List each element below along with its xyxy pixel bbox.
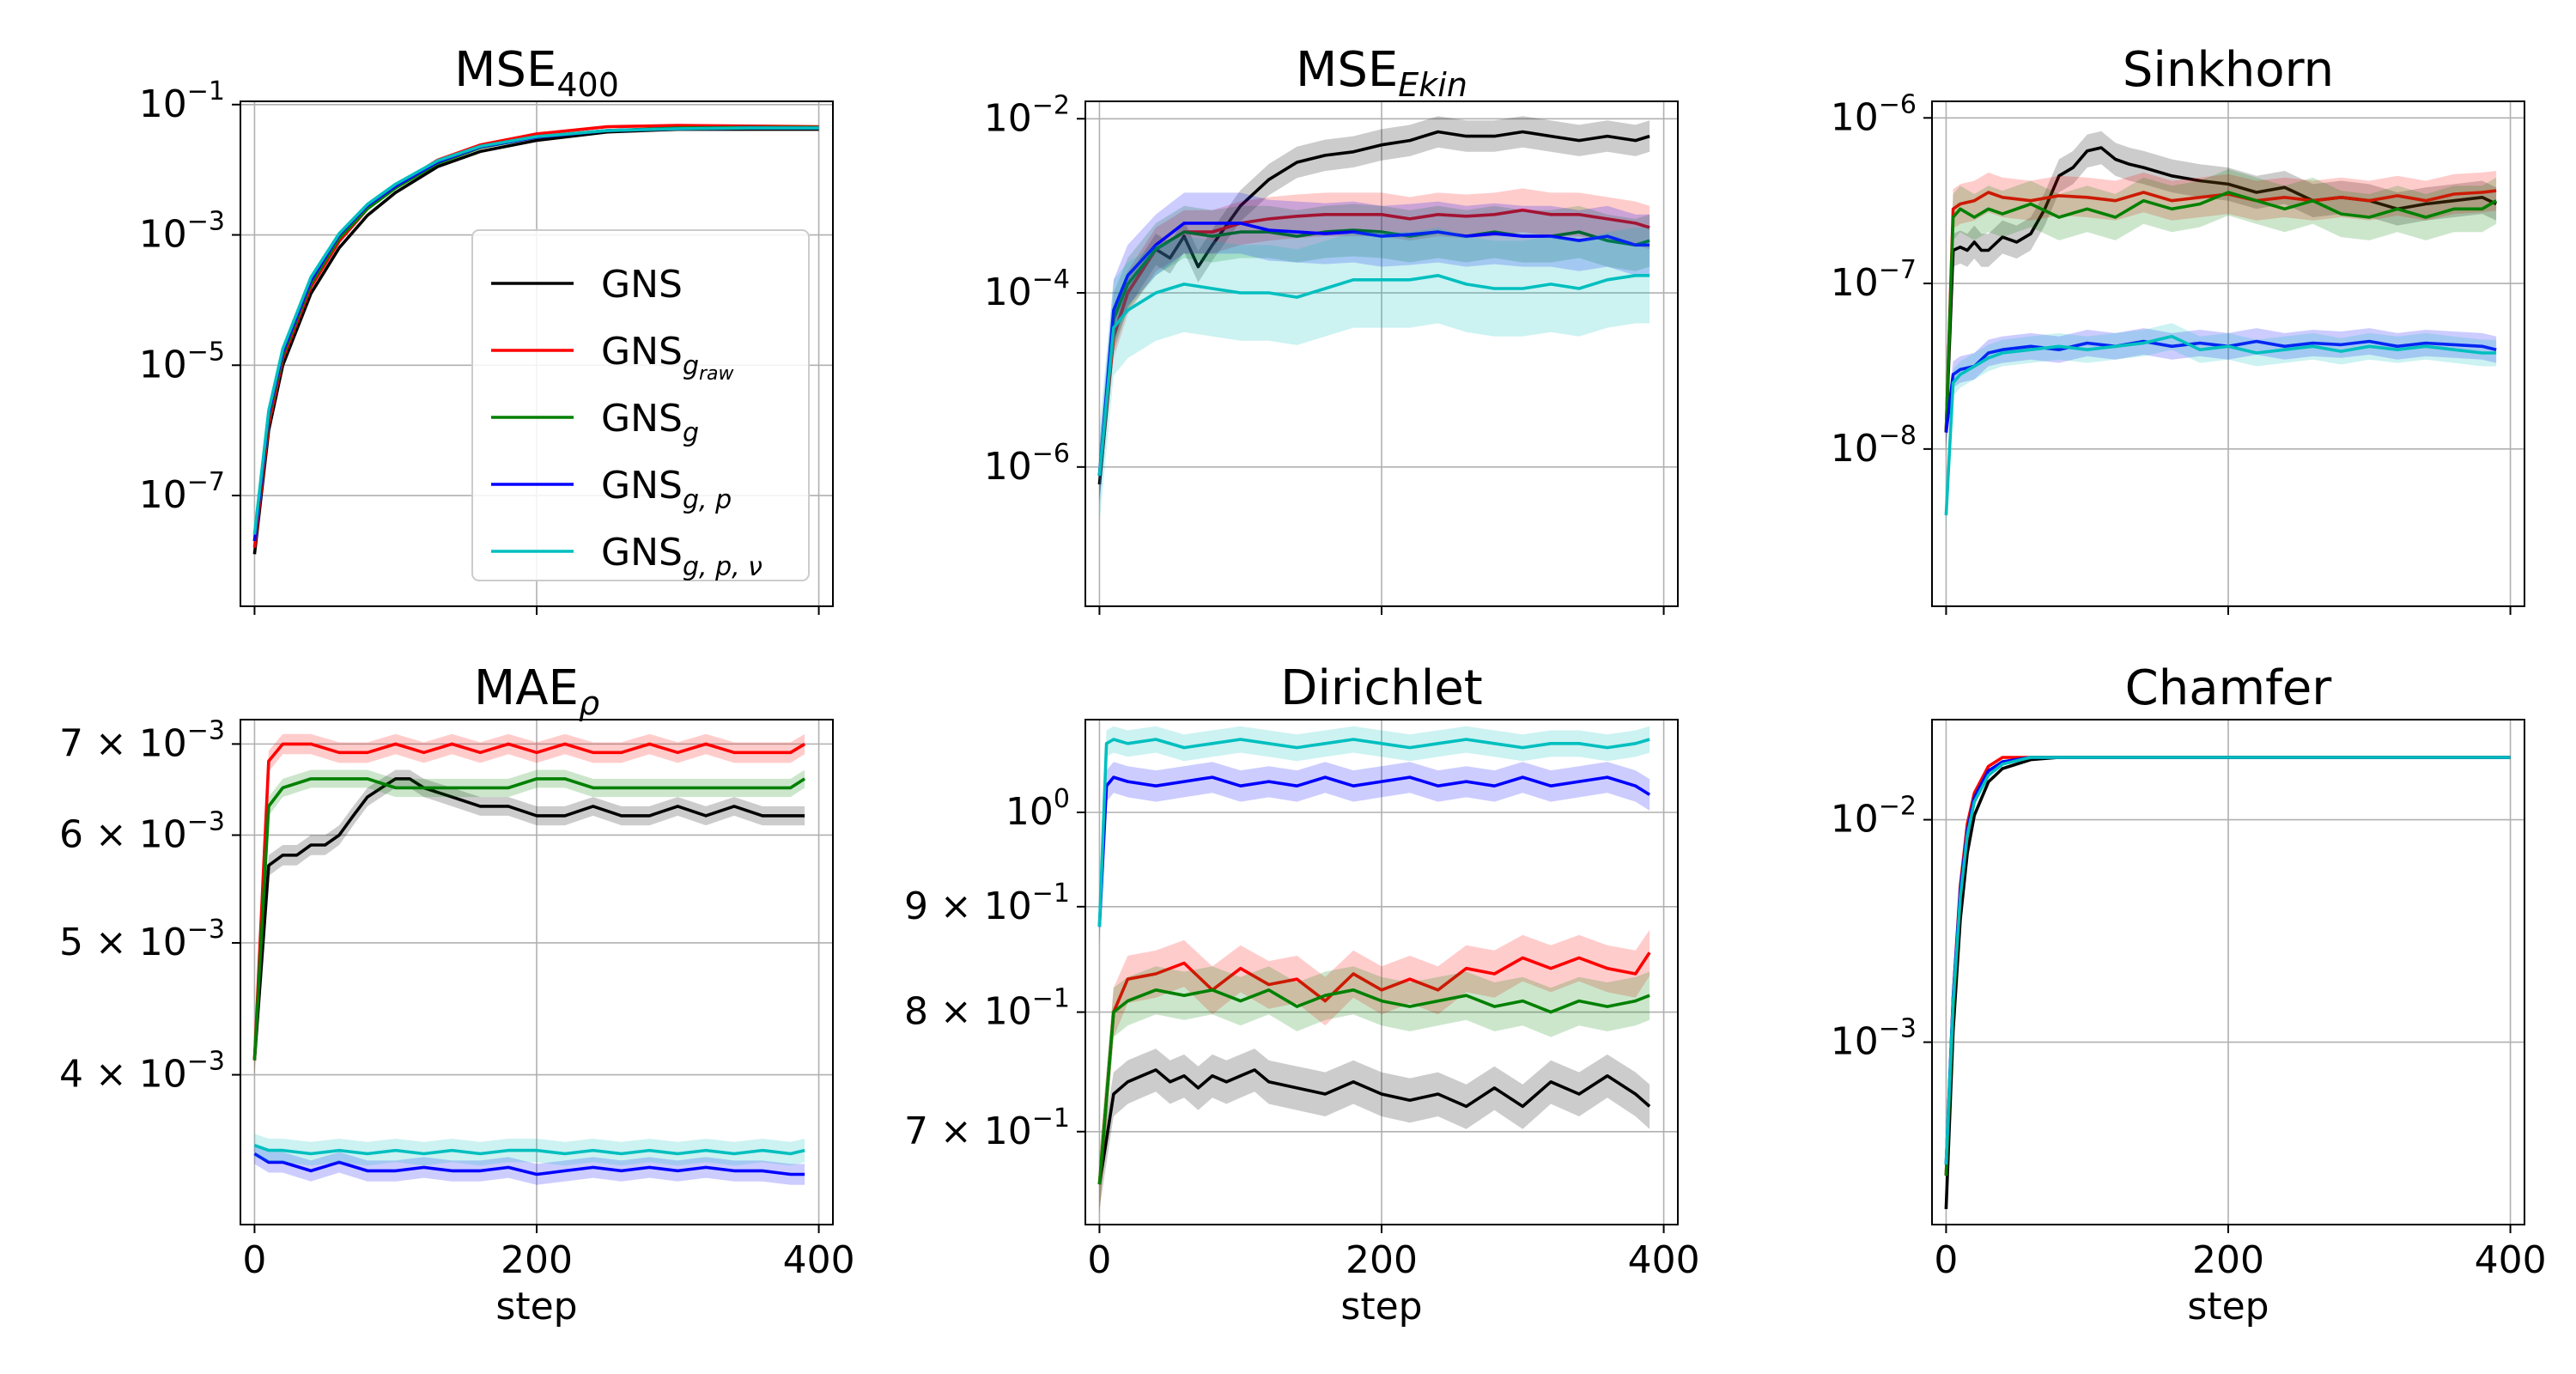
band-GNS_gp bbox=[1946, 328, 2497, 446]
band-GNS bbox=[1099, 1049, 1650, 1209]
legend-label-GNS_g: GNSg bbox=[601, 397, 699, 448]
band-GNS_gpv bbox=[1099, 228, 1650, 524]
y-tick-label: 10−7 bbox=[1831, 255, 1917, 305]
line-GNS_g bbox=[1097, 988, 1650, 1185]
line-GNS bbox=[1097, 130, 1650, 485]
line-GNS_gpv bbox=[252, 126, 819, 535]
y-tick-label: 10−6 bbox=[1831, 89, 1917, 139]
line-GNS_gpv bbox=[1097, 738, 1650, 927]
y-tick-label: 100 bbox=[1005, 784, 1070, 834]
band-GNS_graw bbox=[1946, 171, 2497, 453]
chart-title: MAEρ bbox=[474, 660, 599, 722]
y-tick-label: 10−2 bbox=[1831, 792, 1917, 842]
chart-panel-1: 10−1 10−3 10−5 10−7 MSE400 bbox=[139, 42, 834, 615]
x-tick-label: 200 bbox=[2192, 1238, 2264, 1282]
band-GNS_g bbox=[1099, 204, 1650, 502]
legend-label-GNS: GNS bbox=[601, 263, 683, 307]
plot-area bbox=[252, 733, 806, 1185]
line-GNS_gpv bbox=[1097, 273, 1650, 477]
line-GNS_graw bbox=[252, 742, 806, 1061]
x-tick-label: 0 bbox=[242, 1238, 266, 1282]
band-GNS_gpv bbox=[1099, 726, 1650, 944]
y-tick-label: 9 × 10−1 bbox=[904, 879, 1070, 928]
chart-title: Sinkhorn bbox=[2123, 42, 2334, 98]
chart-title: MSE400 bbox=[454, 42, 619, 104]
y-tick-label: 10−8 bbox=[1831, 421, 1917, 471]
line-GNS_graw bbox=[1944, 189, 2497, 433]
y-tick-label: 10−7 bbox=[139, 467, 225, 517]
y-tick-label: 6 × 10−3 bbox=[59, 806, 225, 856]
line-GNS bbox=[1097, 1068, 1651, 1185]
y-tick-label: 4 × 10−3 bbox=[59, 1047, 225, 1097]
chart-panel-6: 0 200 400 10−2 10−3 step Chamfer bbox=[1831, 660, 2547, 1328]
band-GNS_gp bbox=[254, 1143, 805, 1185]
x-tick-label: 200 bbox=[1346, 1238, 1418, 1282]
plot-area bbox=[1097, 726, 1651, 1215]
x-tick-label: 200 bbox=[501, 1238, 573, 1282]
y-tick-label: 10−6 bbox=[984, 439, 1070, 489]
plot-area bbox=[1944, 756, 2511, 1209]
legend-box bbox=[471, 229, 810, 581]
band-GNS_gpv bbox=[1946, 323, 2497, 529]
x-axis-label: step bbox=[495, 1285, 577, 1328]
band-GNS_g bbox=[1946, 169, 2497, 456]
line-GNS_gpv bbox=[1944, 756, 2511, 1165]
legend-label-GNS_graw: GNSgraw bbox=[601, 330, 735, 385]
y-tick-label: 7 × 10−3 bbox=[59, 715, 225, 765]
line-GNS_gpv bbox=[1944, 334, 2497, 516]
chart-panel-2: 10−2 10−4 10−6 MSEEkin bbox=[984, 42, 1679, 615]
chart-title: Dirichlet bbox=[1280, 660, 1483, 716]
legend-label-GNS_gpv: GNSg, p, ν bbox=[601, 531, 762, 582]
y-tick-label: 5 × 10−3 bbox=[59, 915, 225, 964]
legend-label-GNS_gp: GNSg, p bbox=[601, 464, 732, 515]
band-GNS_gp bbox=[1099, 192, 1650, 507]
chart-title: MSEEkin bbox=[1296, 42, 1467, 104]
x-axis-label: step bbox=[1340, 1285, 1422, 1328]
y-tick-label: 10−2 bbox=[984, 90, 1070, 140]
x-tick-label: 0 bbox=[1934, 1238, 1958, 1282]
y-tick-label: 10−4 bbox=[984, 264, 1070, 314]
line-GNS_gp bbox=[253, 1152, 805, 1176]
plot-area bbox=[1097, 116, 1650, 524]
x-tick-label: 400 bbox=[783, 1238, 855, 1282]
y-tick-label: 10−3 bbox=[139, 207, 225, 257]
band-GNS bbox=[254, 769, 805, 1075]
line-GNS_g bbox=[1944, 191, 2498, 433]
line-GNS_g bbox=[252, 777, 806, 1061]
line-GNS_gp bbox=[1097, 222, 1650, 477]
chart-title: Chamfer bbox=[2125, 660, 2333, 716]
x-tick-label: 400 bbox=[1628, 1238, 1700, 1282]
band-GNS bbox=[1946, 131, 2497, 449]
chart-panel-4: 0 200 400 7 × 10−3 6 × 10−3 5 × 10−3 4 × 10−3 s… bbox=[59, 660, 855, 1328]
legend: GNS GNSgraw GNSg GNSg, p GNSg, p, ν bbox=[471, 229, 810, 582]
x-axis-label: step bbox=[2187, 1285, 2269, 1328]
y-tick-label: 8 × 10−1 bbox=[904, 984, 1070, 1034]
line-GNS_gpv bbox=[253, 1144, 805, 1156]
y-tick-label: 10−5 bbox=[139, 337, 225, 386]
plot-area bbox=[252, 124, 819, 555]
x-tick-label: 0 bbox=[1087, 1238, 1111, 1282]
y-tick-label: 10−3 bbox=[1831, 1014, 1917, 1064]
line-GNS_graw bbox=[1097, 951, 1651, 1185]
chart-panel-3: 10−6 10−7 10−8 Sinkhorn bbox=[1831, 42, 2525, 615]
band-GNS_graw bbox=[1099, 188, 1650, 498]
line-GNS_gp bbox=[1097, 775, 1651, 927]
band-GNS_gp bbox=[1099, 762, 1650, 945]
line-GNS_g bbox=[1097, 228, 1650, 477]
y-tick-label: 7 × 10−1 bbox=[904, 1103, 1070, 1153]
line-GNS bbox=[252, 777, 805, 1061]
plot-area bbox=[1944, 131, 2498, 529]
chart-panel-5: 0 200 400 100 9 × 10−1 8 × 10−1 7 × 10−1 step Di… bbox=[904, 660, 1700, 1328]
y-tick-label: 10−1 bbox=[139, 76, 225, 126]
x-tick-label: 400 bbox=[2475, 1238, 2547, 1282]
